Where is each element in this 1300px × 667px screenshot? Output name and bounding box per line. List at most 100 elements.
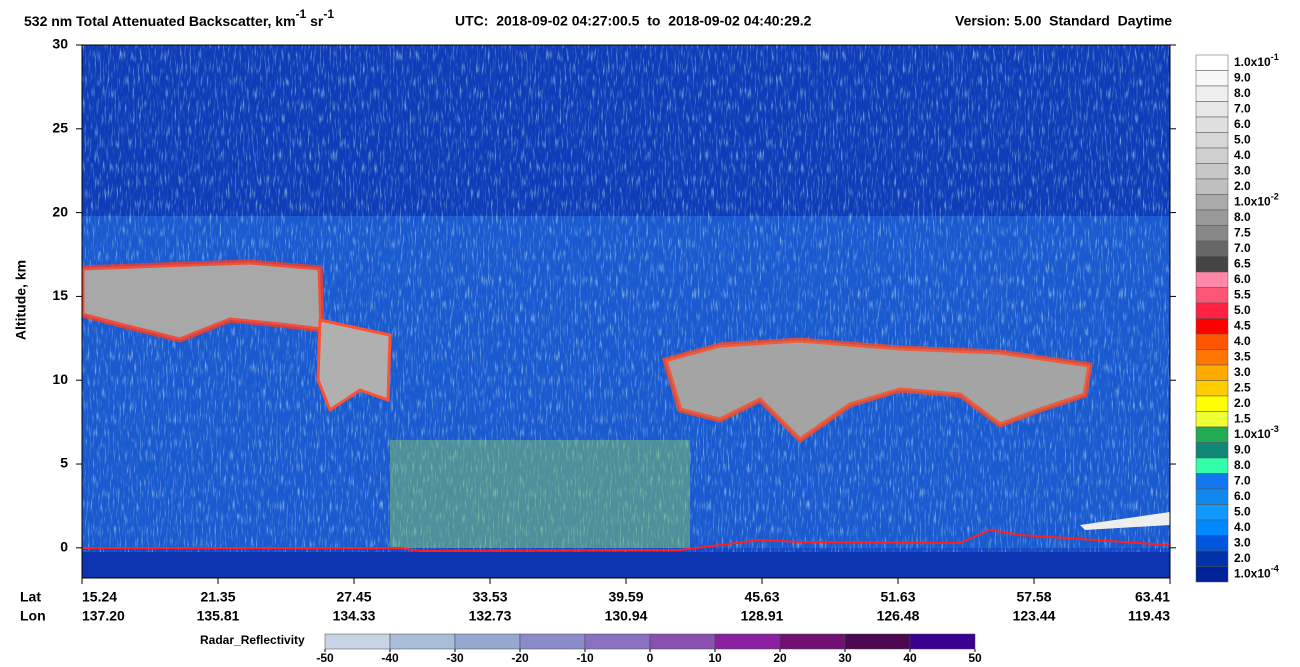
radar-tick-label: 0: [647, 651, 654, 665]
x-tick-label: 135.81: [197, 608, 240, 624]
x-tick-label: 137.20: [82, 608, 125, 624]
colorbar-label: 2.0: [1234, 179, 1251, 193]
colorbar-label: 4.0: [1234, 148, 1251, 162]
colorbar-label: 5.5: [1234, 287, 1251, 301]
colorbar-label: 3.0: [1234, 163, 1251, 177]
y-axis-label: Altitude, km: [13, 260, 29, 340]
radar-tick-label: -20: [511, 651, 529, 665]
colorbar-box: [1195, 426, 1229, 443]
colorbar-label: 8.0: [1234, 458, 1251, 472]
colorbar-box: [1195, 473, 1229, 490]
colorbar-label: 1.0x10-4: [1234, 564, 1279, 581]
x-tick-label: 126.48: [877, 608, 920, 624]
colorbar-label: 7.5: [1234, 225, 1251, 239]
colorbar-label: 4.0: [1234, 520, 1251, 534]
colorbar-box: [1195, 147, 1229, 164]
y-tick-label: 15: [52, 287, 68, 303]
colorbar-box: [1195, 225, 1229, 242]
radar-colorbar-box: [909, 633, 976, 650]
colorbar-label: 4.5: [1234, 318, 1251, 332]
radar-colorbar-box: [584, 633, 651, 650]
x-tick-label: 128.91: [741, 608, 784, 624]
colorbar-box: [1195, 380, 1229, 397]
colorbar-label: 4.0: [1234, 334, 1251, 348]
colorbar-label: 2.0: [1234, 396, 1251, 410]
x-tick-label: 130.94: [605, 608, 648, 624]
x-tick-label: 57.58: [1016, 589, 1051, 605]
radar-label: Radar_Reflectivity: [200, 633, 305, 647]
y-tick-label: 5: [60, 455, 68, 471]
title-utc: UTC: 2018-09-02 04:27:00.5 to 2018-09-02…: [455, 13, 812, 29]
colorbar-box: [1195, 349, 1229, 366]
colorbar-box: [1195, 550, 1229, 567]
colorbar-label: 6.5: [1234, 256, 1251, 270]
colorbar-label-text: 1.0x10: [1234, 194, 1271, 208]
colorbar-label: 1.5: [1234, 411, 1251, 425]
colorbar-label: 1.0x10-1: [1234, 52, 1279, 69]
radar-tick-label: 50: [968, 651, 982, 665]
colorbar-label: 1.0x10-3: [1234, 424, 1279, 441]
radar-tick-label: 30: [838, 651, 852, 665]
colorbar-box: [1195, 333, 1229, 350]
radar-colorbar-box: [519, 633, 586, 650]
colorbar-box: [1195, 411, 1229, 428]
colorbar-box: [1195, 163, 1229, 180]
radar-colorbar-box: [454, 633, 521, 650]
title-text: 532 nm Total Attenuated Backscatter, km: [24, 13, 296, 29]
colorbar-label-exp: -2: [1271, 192, 1279, 202]
radar-tick-label: -30: [446, 651, 464, 665]
colorbar-label: 1.0x10-2: [1234, 192, 1279, 209]
x-row-name: Lat: [20, 589, 41, 605]
title-exp: -1: [323, 7, 334, 21]
colorbar-label-exp: -3: [1271, 424, 1279, 434]
x-tick-label: 45.63: [744, 589, 779, 605]
radar-colorbar-box: [389, 633, 456, 650]
radar-tick-label: -40: [381, 651, 399, 665]
radar-tick-label: -10: [576, 651, 594, 665]
x-tick-label: 15.24: [82, 589, 117, 605]
colorbar-box: [1195, 442, 1229, 459]
radar-tick-label: 20: [773, 651, 787, 665]
colorbar-box: [1195, 566, 1229, 583]
colorbar-box: [1195, 457, 1229, 474]
colorbar-label: 9.0: [1234, 70, 1251, 84]
colorbar-label: 6.0: [1234, 117, 1251, 131]
colorbar-label: 5.0: [1234, 132, 1251, 146]
colorbar-box: [1195, 364, 1229, 381]
colorbar-label: 6.0: [1234, 489, 1251, 503]
radar-tick-label: -50: [316, 651, 334, 665]
colorbar-box: [1195, 194, 1229, 211]
colorbar-label: 6.0: [1234, 272, 1251, 286]
colorbar-box: [1195, 535, 1229, 552]
x-tick-label: 123.44: [1013, 608, 1056, 624]
colorbar-box: [1195, 318, 1229, 335]
colorbar-label: 7.0: [1234, 241, 1251, 255]
colorbar-label: 8.0: [1234, 210, 1251, 224]
colorbar-box: [1195, 488, 1229, 505]
x-tick-label: 63.41: [1135, 589, 1170, 605]
colorbar-box: [1195, 287, 1229, 304]
colorbar-label-text: 1.0x10: [1234, 427, 1271, 441]
colorbar-box: [1195, 116, 1229, 133]
colorbar-box: [1195, 519, 1229, 536]
x-tick-label: 51.63: [880, 589, 915, 605]
radar-colorbar-box: [324, 633, 391, 650]
y-tick-label: 10: [52, 371, 68, 387]
colorbar-box: [1195, 85, 1229, 102]
x-row-name: Lon: [20, 608, 46, 624]
colorbar-label-exp: -1: [1271, 52, 1279, 62]
chart-title: 532 nm Total Attenuated Backscatter, km-…: [24, 7, 334, 29]
colorbar-label: 8.0: [1234, 86, 1251, 100]
x-tick-label: 119.43: [1128, 608, 1170, 624]
x-tick-label: 33.53: [472, 589, 507, 605]
colorbar-label: 7.0: [1234, 473, 1251, 487]
colorbar-box: [1195, 70, 1229, 87]
title-exp: -1: [296, 7, 307, 21]
colorbar-label-exp: -4: [1271, 564, 1279, 574]
colorbar-label: 2.0: [1234, 551, 1251, 565]
colorbar-box: [1195, 302, 1229, 319]
colorbar-box: [1195, 54, 1229, 71]
radar-colorbar-box: [779, 633, 846, 650]
radar-colorbar-box: [714, 633, 781, 650]
